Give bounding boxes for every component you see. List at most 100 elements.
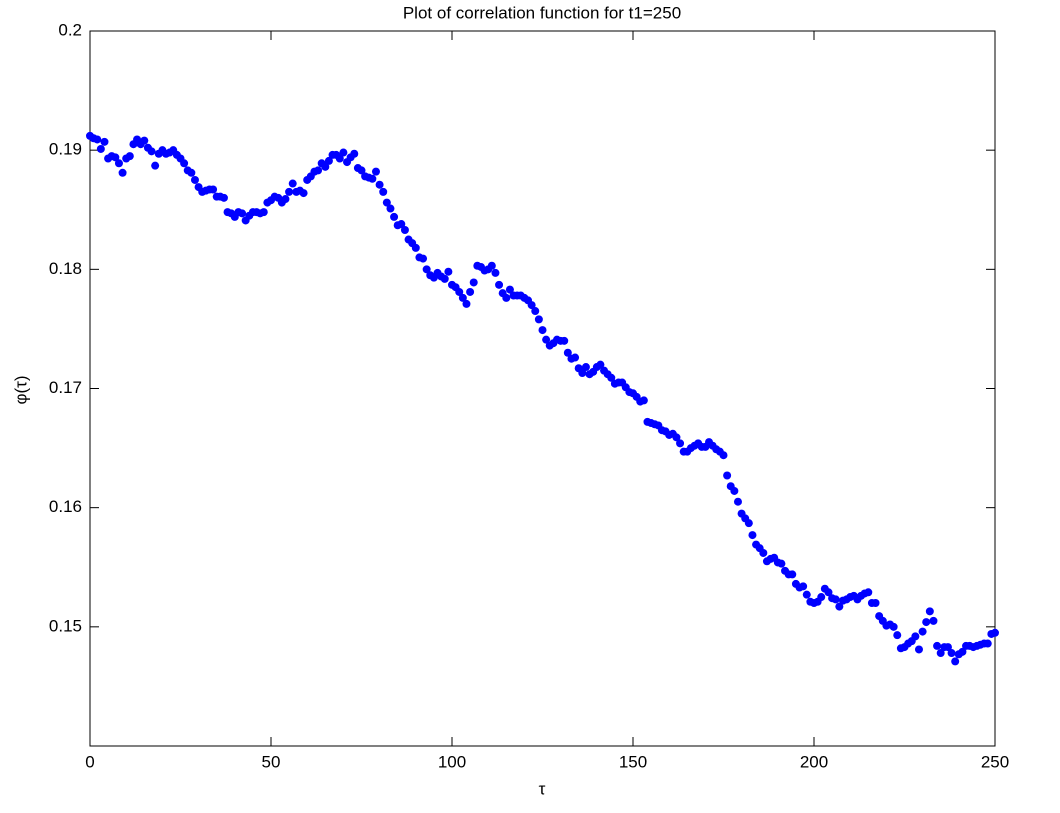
point <box>422 265 431 274</box>
x-tick-label: 250 <box>981 752 1009 771</box>
point <box>371 167 380 176</box>
point <box>744 519 753 528</box>
point <box>151 161 160 170</box>
point <box>531 307 540 316</box>
point <box>379 187 388 196</box>
point <box>180 159 189 168</box>
point <box>147 147 156 156</box>
point <box>889 622 898 631</box>
point <box>936 649 945 658</box>
point <box>299 189 308 198</box>
point <box>871 599 880 607</box>
point <box>125 152 134 161</box>
y-tick-label: 0.16 <box>49 497 82 516</box>
point <box>947 649 956 658</box>
point <box>733 497 742 506</box>
point <box>914 645 923 654</box>
point <box>357 166 366 175</box>
point <box>187 168 196 177</box>
point <box>419 254 428 263</box>
point <box>918 627 927 636</box>
point <box>730 486 739 495</box>
y-tick-label: 0.2 <box>58 20 82 39</box>
point <box>578 369 587 378</box>
point <box>538 326 547 335</box>
point <box>411 243 420 252</box>
point <box>444 267 453 276</box>
point <box>118 168 127 177</box>
point <box>933 641 942 650</box>
point <box>505 285 514 294</box>
point <box>397 220 406 229</box>
point <box>542 335 551 344</box>
point <box>93 135 102 144</box>
point <box>466 287 475 296</box>
point <box>607 373 616 382</box>
point <box>893 631 902 640</box>
point <box>581 363 590 372</box>
point <box>321 162 330 171</box>
point <box>943 643 952 652</box>
point <box>527 301 536 310</box>
point <box>400 226 409 235</box>
chart-title: Plot of correlation function for t1=250 <box>403 3 681 22</box>
point <box>951 657 960 666</box>
point <box>958 647 967 656</box>
point <box>111 153 120 162</box>
y-axis-label: φ(τ) <box>11 375 30 404</box>
point <box>824 588 833 597</box>
point <box>922 618 931 627</box>
point <box>719 451 728 460</box>
point <box>281 195 290 204</box>
point <box>386 204 395 213</box>
point <box>390 212 399 221</box>
x-tick-label: 200 <box>800 752 828 771</box>
point <box>368 174 377 183</box>
point <box>238 209 247 218</box>
point <box>190 175 199 184</box>
point <box>495 280 504 289</box>
point <box>440 274 449 283</box>
point <box>925 607 934 616</box>
x-tick-label: 100 <box>438 752 466 771</box>
point <box>983 639 992 648</box>
point <box>723 471 732 480</box>
point <box>335 154 344 163</box>
point <box>991 628 999 637</box>
y-tick-label: 0.18 <box>49 259 82 278</box>
point <box>469 278 478 287</box>
point <box>487 261 496 270</box>
point <box>502 293 511 302</box>
point <box>817 593 826 602</box>
point <box>759 548 768 557</box>
point <box>455 287 464 296</box>
point <box>571 353 580 362</box>
point <box>324 156 333 165</box>
y-tick-label: 0.17 <box>49 378 82 397</box>
point <box>563 348 572 357</box>
point <box>382 198 391 207</box>
point <box>288 179 297 188</box>
x-tick-label: 150 <box>619 752 647 771</box>
point <box>534 315 543 324</box>
point <box>140 136 149 145</box>
point <box>350 149 359 158</box>
point <box>560 336 569 345</box>
point <box>676 439 685 448</box>
point <box>596 360 605 369</box>
point <box>802 590 811 599</box>
point <box>462 299 471 308</box>
x-axis-label: τ <box>539 779 546 798</box>
point <box>209 185 218 194</box>
point <box>114 159 123 168</box>
point <box>777 559 786 568</box>
y-tick-label: 0.19 <box>49 140 82 159</box>
point <box>831 595 840 604</box>
point <box>491 268 500 277</box>
point <box>835 602 844 611</box>
point <box>96 144 105 153</box>
point <box>799 582 808 591</box>
point <box>339 148 348 157</box>
